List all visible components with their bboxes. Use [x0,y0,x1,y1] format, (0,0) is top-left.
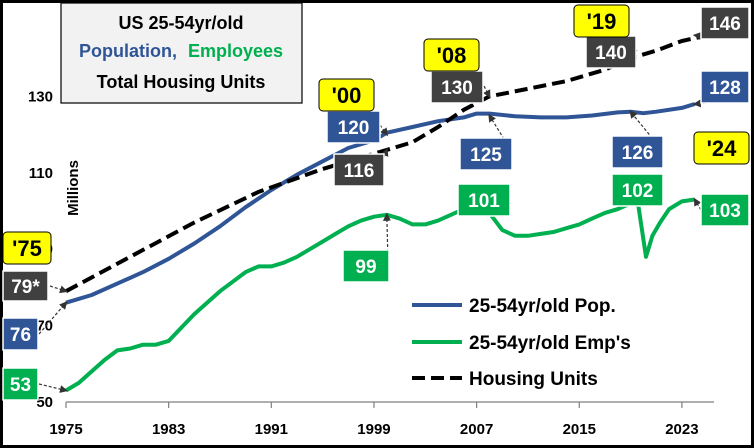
value-label: 79* [11,277,40,298]
series-line-1 [65,102,696,305]
label-arrow [379,148,389,168]
label-arrow [629,110,663,151]
value-label: 103 [709,201,741,222]
value-label: 140 [595,43,627,64]
value-label-box [611,135,664,169]
year-tag: '00 [332,83,362,108]
legend-label: 25-54yr/old Emp's [469,333,631,354]
value-label: 53 [10,375,31,396]
value-label: 120 [338,118,370,139]
title-line-2: Population, Employees [79,41,283,61]
value-label-box [700,6,750,40]
value-label: 99 [355,257,376,278]
value-label-box [2,317,39,351]
label-arrow [38,301,68,335]
year-tag: '08 [437,43,467,68]
value-label: 130 [441,78,473,99]
value-label-box [2,367,39,401]
value-label: 146 [709,14,741,35]
title-population: Population, [79,41,177,61]
value-label-box [459,137,513,171]
label-arrow [379,124,388,137]
year-tag: '19 [587,9,617,34]
year-tag-box [2,231,52,265]
value-label: 125 [470,145,502,166]
value-label-box [333,153,385,187]
value-label: 116 [344,161,375,182]
series-line-2 [64,197,696,393]
x-tick-label: 1975 [49,421,82,438]
label-arrow [693,197,702,211]
value-labels: 79* 76 53 99 120 116 130 125 101 140 126 102 146 128 1… [2,6,750,401]
year-tag-box [423,38,480,72]
year-tag-box [573,4,630,38]
label-arrow [49,285,68,294]
x-tick-label: 1991 [255,421,288,438]
title-employees: Employees [188,41,283,61]
value-label: 128 [709,78,741,99]
y-tick-label: 130 [28,88,53,105]
year-tag: '24 [707,136,737,161]
x-tick-label: 1983 [152,421,185,438]
value-label-box [611,173,664,207]
label-arrow [483,85,491,99]
year-tag-box [318,78,375,112]
value-label: 126 [622,143,654,164]
title-line-3: Total Housing Units [97,72,266,92]
legend: 25-54yr/old Pop. 25-54yr/old Emp's Housing… [412,296,631,390]
y-axis-title: Millions [65,160,82,216]
value-label: 102 [622,181,654,202]
value-label: 76 [10,325,31,346]
year-tag-box [693,131,750,165]
value-label-box [457,183,511,217]
value-label-box [342,249,390,283]
x-tick-label: 2007 [460,421,493,438]
year-tag: '75 [12,236,42,261]
value-label: 101 [468,191,500,212]
value-label-box [700,70,750,104]
year-tags: '75 '00 '08 '19 '24 [2,4,750,265]
x-tick-label: 1999 [357,421,390,438]
x-tick-label: 2015 [563,421,596,438]
title-line-1: US 25-54yr/old [118,13,243,33]
series-lines [64,33,709,393]
chart-title-box: US 25-54yr/old Population, Employees Tot… [60,2,303,104]
value-label-box [2,270,49,302]
y-tick-label: 110 [29,165,53,182]
value-label-box [700,193,750,227]
series-line-3 [65,33,709,293]
legend-label: 25-54yr/old Pop. [469,296,616,317]
legend-label: Housing Units [469,369,598,390]
y-tick-label: 50 [36,394,53,411]
x-tick-label: 2023 [665,421,698,438]
